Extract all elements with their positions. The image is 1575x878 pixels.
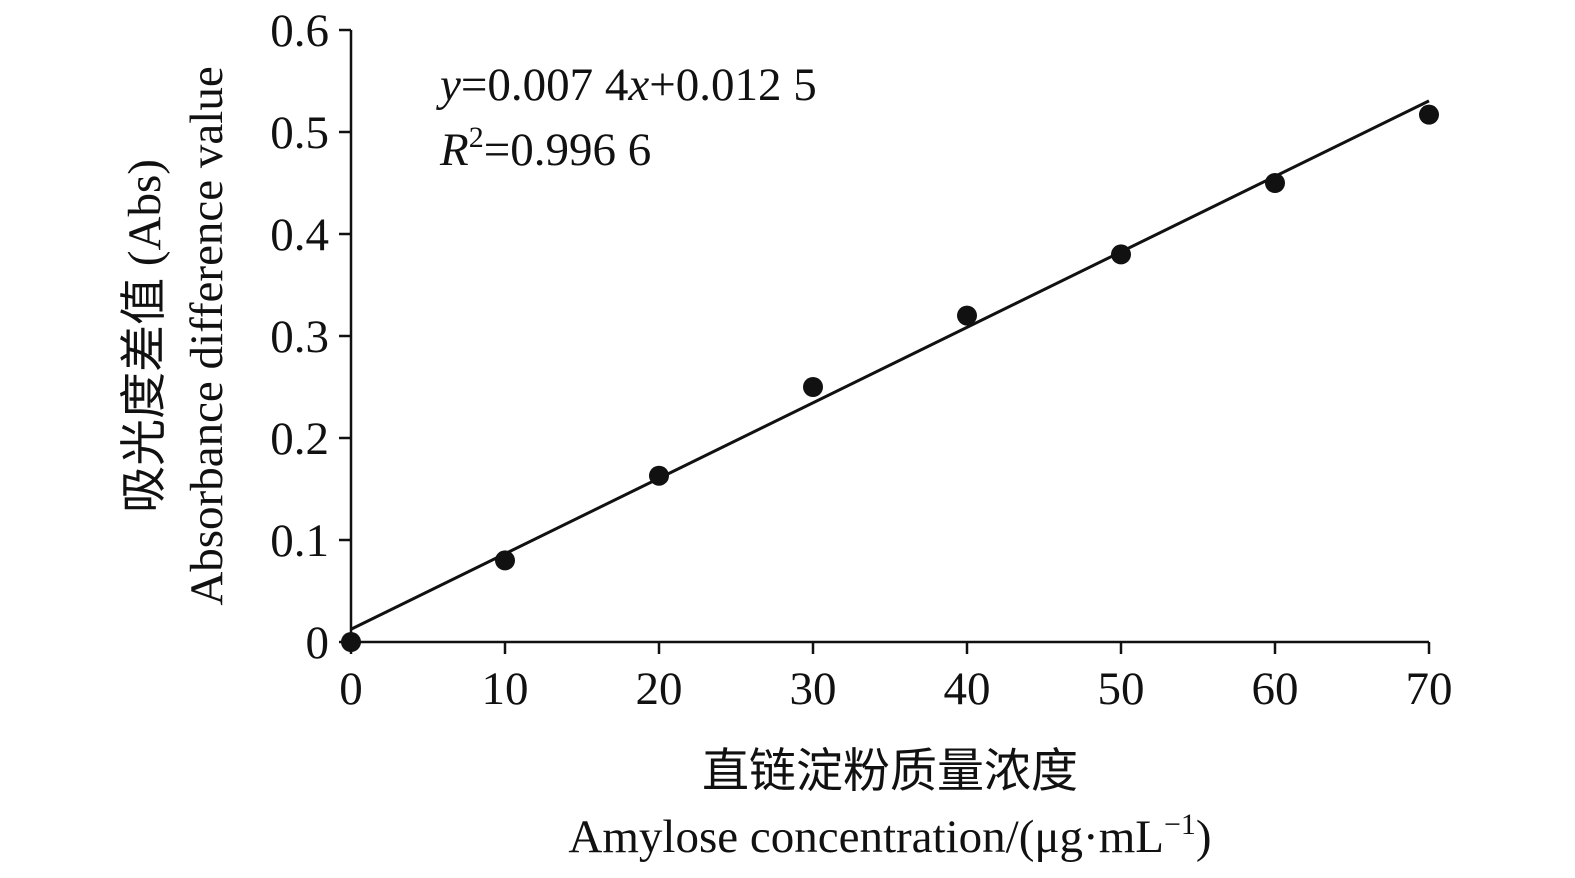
x-tick-label: 10 [482,663,529,715]
data-point [957,305,977,326]
x-axis-title-en-sup: −1 [1164,808,1196,841]
trendline [350,99,1430,631]
y-tick-label: 0.3 [270,311,329,363]
data-point [803,377,823,397]
trendline-group [350,99,1430,631]
y-tick-label: 0.5 [270,107,329,159]
y-tick-label: 0.6 [270,5,329,57]
regression-equation: y=0.007 4x+0.012 5 [436,59,817,111]
equation-x-var: x [627,59,649,111]
r-superscript: 2 [469,121,484,154]
x-tick-label: 30 [790,663,837,715]
data-point [1419,104,1439,125]
y-tick-label: 0.4 [270,209,329,261]
x-tick-label: 70 [1406,663,1453,715]
data-point [341,632,361,652]
equation-y-var: y [436,59,461,111]
data-point [1111,244,1131,265]
x-tick-label: 40 [944,663,991,715]
r-value: =0.996 6 [484,124,652,176]
r-squared-label: R2=0.996 6 [439,121,651,176]
data-point [649,465,669,486]
r-var: R [439,124,469,176]
x-axis-title-cn: 直链淀粉质量浓度 [702,746,1078,798]
x-tick-label: 0 [339,663,363,715]
data-points [341,104,1439,652]
x-axis-title-en-main: Amylose concentration/(μg·mL [568,811,1164,863]
data-point [495,550,515,571]
x-tick-label: 20 [636,663,683,715]
x-axis-title-en-suffix: ) [1196,811,1212,863]
y-tick-label: 0 [306,617,330,669]
x-axis-ticks: 0 10 20 30 40 50 60 70 [339,642,1453,715]
y-tick-label: 0.2 [270,413,329,465]
y-tick-label: 0.1 [270,515,329,567]
equation-rhs-a: =0.007 4 [461,59,629,111]
equation-rhs-b: +0.012 5 [649,59,817,111]
data-point [1265,173,1285,193]
y-axis-title-en: Absorbance difference value [181,66,233,605]
x-axis-title-en: Amylose concentration/(μg·mL−1) [568,808,1211,863]
y-axis-title-cn: 吸光度差值 (Abs) [119,159,171,513]
x-tick-label: 50 [1098,663,1145,715]
x-tick-label: 60 [1252,663,1299,715]
y-axis-ticks: 0 0.1 0.2 0.3 0.4 0.5 0.6 [270,5,351,669]
